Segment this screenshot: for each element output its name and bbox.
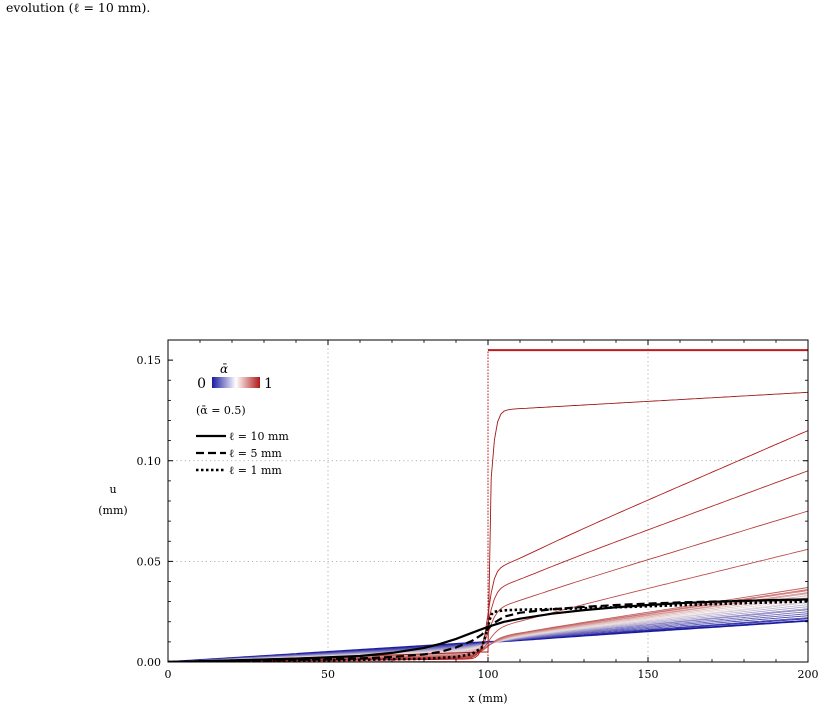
- colorbar: [212, 377, 260, 388]
- y-tick-label: 0.00: [137, 656, 162, 669]
- legend-label-solid: ℓ = 10 mm: [229, 430, 289, 443]
- y-axis-label: u: [109, 483, 116, 496]
- x-axis-label: x (mm): [468, 692, 507, 705]
- figure-caption: evolution (ℓ = 10 mm).: [6, 0, 151, 15]
- colorbar-title: ᾱ: [220, 362, 228, 376]
- legend-subtitle: (ᾱ = 0.5): [196, 404, 246, 417]
- y-tick-label: 0.05: [137, 555, 162, 568]
- evolution-curves: [168, 349, 808, 662]
- y-tick-label: 0.15: [137, 354, 162, 367]
- series-line-dashed: [168, 598, 808, 662]
- x-tick-label: 50: [321, 668, 335, 681]
- legend-label-dashed: ℓ = 5 mm: [229, 447, 282, 460]
- colorbar-max-label: 1: [264, 376, 273, 392]
- x-tick-label: 0: [165, 668, 172, 681]
- x-tick-label: 150: [638, 668, 659, 681]
- x-tick-label: 200: [798, 668, 819, 681]
- y-tick-label: 0.10: [137, 455, 162, 468]
- colorbar-min-label: 0: [197, 376, 206, 392]
- y-axis-unit: (mm): [98, 504, 127, 517]
- x-tick-label: 100: [478, 668, 499, 681]
- axis-ticks: 0 50 100 150 200 0.00 0.05 0.10 0.15: [137, 340, 819, 681]
- legend-label-dotted: ℓ = 1 mm: [229, 464, 282, 477]
- legend: ᾱ 0 1 (ᾱ = 0.5) ℓ = 10 mm ℓ = 5 mm ℓ = 1…: [196, 362, 289, 477]
